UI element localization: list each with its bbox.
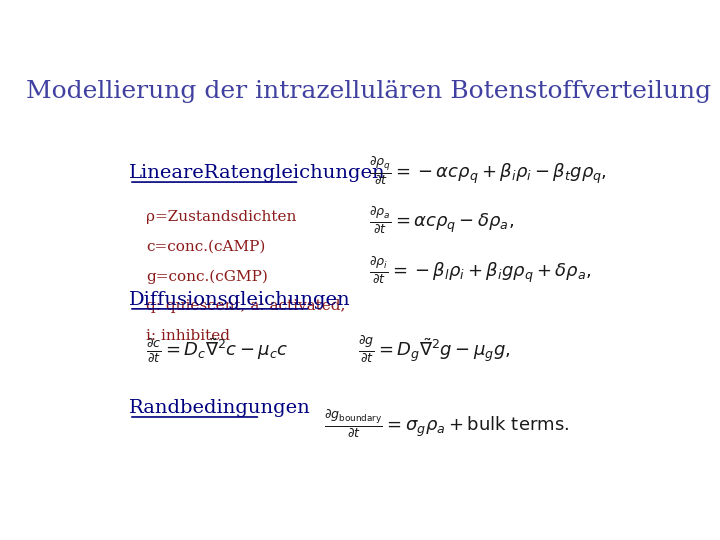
Text: $\frac{\partial c}{\partial t} = D_c\tilde{\nabla}^2 c - \mu_c c$: $\frac{\partial c}{\partial t} = D_c\til… <box>145 336 288 363</box>
Text: $\frac{\partial g}{\partial t} = D_g\tilde{\nabla}^2 g - \mu_g g,$: $\frac{\partial g}{\partial t} = D_g\til… <box>358 334 510 365</box>
Text: ρ=Zustandsdichten: ρ=Zustandsdichten <box>145 210 296 224</box>
Text: $\frac{\partial\rho_i}{\partial t} = -\beta_l\rho_i + \beta_i g\rho_q + \delta\r: $\frac{\partial\rho_i}{\partial t} = -\b… <box>369 255 591 286</box>
Text: LineareRatengleichungen: LineareRatengleichungen <box>129 164 386 182</box>
Text: $\frac{\partial\rho_q}{\partial t} = -\alpha c\rho_q + \beta_i\rho_i - \beta_t g: $\frac{\partial\rho_q}{\partial t} = -\a… <box>369 155 607 187</box>
Text: c=conc.(cAMP): c=conc.(cAMP) <box>145 240 265 253</box>
Text: Diffusionsgleichungen: Diffusionsgleichungen <box>129 291 351 309</box>
Text: g=conc.(cGMP): g=conc.(cGMP) <box>145 269 268 284</box>
Text: i: inhibited: i: inhibited <box>145 329 230 343</box>
Text: Randbedingungen: Randbedingungen <box>129 399 311 417</box>
Text: $\frac{\partial g_{\mathrm{boundary}}}{\partial t} = \sigma_g\rho_a + \mathrm{bu: $\frac{\partial g_{\mathrm{boundary}}}{\… <box>324 409 570 440</box>
Text: q: quiescent, a: activated,: q: quiescent, a: activated, <box>145 299 345 313</box>
Text: $\frac{\partial\rho_a}{\partial t} = \alpha c\rho_q - \delta\rho_a,$: $\frac{\partial\rho_a}{\partial t} = \al… <box>369 206 514 236</box>
Text: Modellierung der intrazellulären Botenstoffverteilung: Modellierung der intrazellulären Botenst… <box>27 80 711 103</box>
